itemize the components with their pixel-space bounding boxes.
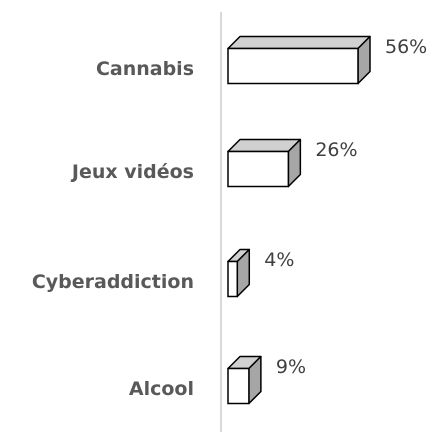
bars-group: Cannabis 56% Jeux vidéos 26% Cyberaddiction 4… <box>32 35 427 405</box>
category-label: Cannabis <box>96 58 194 80</box>
bar-top-face <box>227 35 371 50</box>
bar-4 <box>227 355 262 405</box>
bar-front-face <box>227 47 359 85</box>
bar-front-face <box>227 150 290 188</box>
bar-1 <box>227 35 371 85</box>
bar-front-face <box>227 260 239 298</box>
data-label: 56% <box>385 36 427 58</box>
category-label: Cyberaddiction <box>32 271 194 293</box>
bar-2 <box>227 138 302 188</box>
data-label: 9% <box>276 356 306 378</box>
data-label: 4% <box>264 249 294 271</box>
data-label: 26% <box>315 139 357 161</box>
bar-front-face <box>227 367 250 405</box>
category-label: Jeux vidéos <box>70 161 194 183</box>
category-label: Alcool <box>129 378 194 400</box>
bar-3 <box>227 248 251 298</box>
